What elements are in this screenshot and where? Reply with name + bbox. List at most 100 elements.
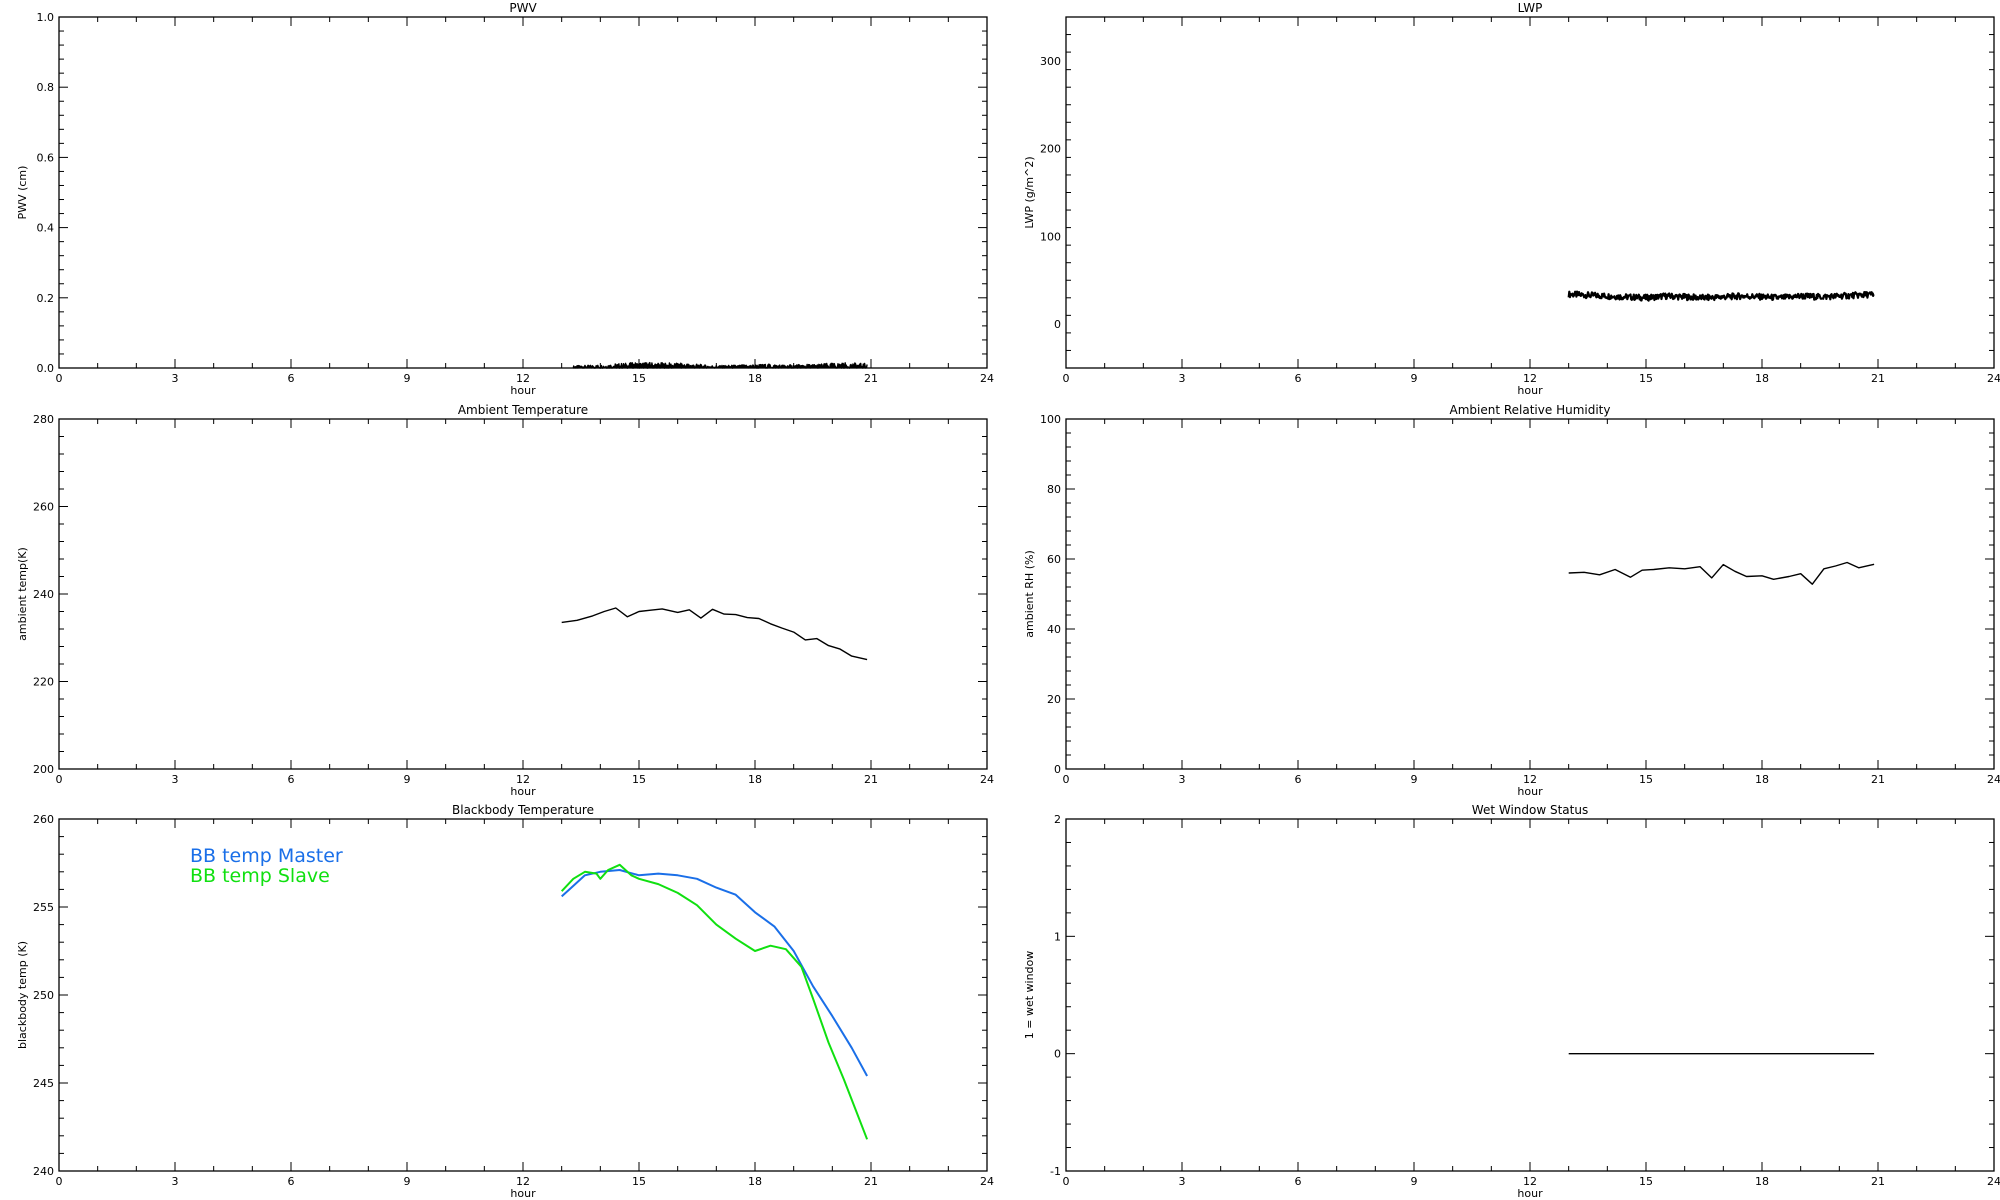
x-tick-label: 0 — [56, 773, 63, 786]
x-tick-label: 18 — [748, 1175, 762, 1188]
y-tick-label: 200 — [1040, 143, 1061, 156]
x-tick-label: 18 — [748, 773, 762, 786]
y-tick-label: 0 — [1054, 1048, 1061, 1061]
chart-panel-5: Blackbody Temperature 0 3 6 9 12 15 18 21 24 240 24… — [16, 803, 994, 1200]
x-tick-label: 21 — [1871, 773, 1885, 786]
x-tick-label: 9 — [1411, 372, 1418, 385]
y-tick-label: 220 — [33, 676, 54, 689]
x-tick-label: 3 — [1179, 372, 1186, 385]
plot-frame — [1065, 16, 1995, 369]
x-tick-label: 3 — [172, 773, 179, 786]
y-tick-label: 260 — [33, 501, 54, 514]
x-tick-label: 15 — [1639, 773, 1653, 786]
chart-title: PWV — [509, 1, 537, 15]
x-tick-label: 21 — [1871, 372, 1885, 385]
x-tick-label: 12 — [516, 372, 530, 385]
y-tick-label: 0.8 — [37, 81, 55, 94]
x-tick-label: 24 — [1987, 1175, 2000, 1188]
x-tick-label: 21 — [864, 773, 878, 786]
x-tick-label: 3 — [172, 372, 179, 385]
x-tick-label: 0 — [56, 372, 63, 385]
y-axis-label: PWV (cm) — [16, 166, 29, 220]
y-tick-label: 100 — [1040, 413, 1061, 426]
y-tick-label: 0 — [1054, 763, 1061, 776]
x-tick-label: 12 — [1523, 372, 1537, 385]
x-tick-label: 9 — [1411, 1175, 1418, 1188]
x-axis-label: hour — [510, 785, 536, 798]
x-tick-label: 15 — [632, 372, 646, 385]
x-tick-label: 6 — [288, 1175, 295, 1188]
y-axis-label: blackbody temp (K) — [16, 941, 29, 1049]
y-tick-label: -1 — [1050, 1165, 1061, 1178]
x-tick-label: 24 — [980, 1175, 994, 1188]
x-tick-label: 6 — [1295, 1175, 1302, 1188]
x-axis-label: hour — [1517, 1187, 1543, 1200]
y-tick-label: 20 — [1047, 693, 1061, 706]
x-tick-label: 3 — [172, 1175, 179, 1188]
y-axis-label: 1 = wet window — [1023, 951, 1036, 1040]
x-tick-label: 24 — [1987, 372, 2000, 385]
chart-title: Ambient Temperature — [458, 403, 588, 417]
series-area-1 — [573, 362, 868, 368]
series-line-1 — [561, 869, 868, 1077]
y-axis-label: LWP (g/m^2) — [1023, 156, 1036, 228]
legend-entry-2: BB temp Slave — [190, 865, 330, 887]
plot-frame — [1065, 418, 1995, 770]
x-tick-label: 0 — [56, 1175, 63, 1188]
legend-entry-1: BB temp Master — [190, 845, 343, 867]
x-axis-label: hour — [510, 384, 536, 397]
x-tick-label: 6 — [288, 372, 295, 385]
x-tick-label: 12 — [1523, 1175, 1537, 1188]
y-tick-label: 240 — [33, 1165, 54, 1178]
x-tick-label: 12 — [1523, 773, 1537, 786]
x-tick-label: 15 — [632, 1175, 646, 1188]
plot-frame — [58, 16, 988, 369]
x-tick-label: 24 — [1987, 773, 2000, 786]
y-tick-label: 0.0 — [37, 362, 55, 375]
y-tick-label: 0.4 — [37, 222, 55, 235]
x-tick-label: 21 — [864, 1175, 878, 1188]
x-tick-label: 12 — [516, 1175, 530, 1188]
y-tick-label: 1 — [1054, 930, 1061, 943]
x-axis-label: hour — [1517, 785, 1543, 798]
x-tick-label: 9 — [1411, 773, 1418, 786]
x-tick-label: 12 — [516, 773, 530, 786]
x-tick-label: 9 — [404, 1175, 411, 1188]
y-tick-label: 40 — [1047, 623, 1061, 636]
x-tick-label: 6 — [1295, 773, 1302, 786]
series-line-1 — [561, 607, 868, 661]
y-axis-label: ambient RH (%) — [1023, 550, 1036, 638]
x-tick-label: 18 — [1755, 1175, 1769, 1188]
series-line-1 — [1568, 561, 1875, 585]
y-tick-label: 2 — [1054, 813, 1061, 826]
y-tick-label: 1.0 — [37, 11, 55, 24]
y-tick-label: 260 — [33, 813, 54, 826]
x-tick-label: 18 — [1755, 773, 1769, 786]
x-tick-label: 21 — [864, 372, 878, 385]
x-tick-label: 3 — [1179, 773, 1186, 786]
y-tick-label: 245 — [33, 1077, 54, 1090]
chart-panel-1: PWV 0 3 6 9 12 15 18 21 24 0.0 0.2 0.4 0.6 0.8 1.0 hour P… — [16, 1, 994, 397]
x-tick-label: 18 — [1755, 372, 1769, 385]
x-tick-label: 0 — [1063, 773, 1070, 786]
y-tick-label: 0 — [1054, 318, 1061, 331]
y-tick-label: 255 — [33, 901, 54, 914]
y-tick-label: 0.6 — [37, 151, 55, 164]
x-tick-label: 24 — [980, 773, 994, 786]
chart-title: Ambient Relative Humidity — [1450, 403, 1611, 417]
y-axis-label: ambient temp(K) — [16, 547, 29, 641]
x-tick-label: 3 — [1179, 1175, 1186, 1188]
y-tick-label: 240 — [33, 588, 54, 601]
series-line-2 — [560, 863, 869, 1140]
chart-panel-2: LWP 0 3 6 9 12 15 18 21 24 0 100 200 300 hour LWP (g/m^… — [1023, 1, 2000, 397]
chart-panel-4: Ambient Relative Humidity 0 3 6 9 12 15 18 21 24 0… — [1023, 403, 2000, 798]
x-tick-label: 6 — [288, 773, 295, 786]
y-tick-label: 0.2 — [37, 292, 55, 305]
x-tick-label: 9 — [404, 372, 411, 385]
y-tick-label: 250 — [33, 989, 54, 1002]
x-tick-label: 0 — [1063, 372, 1070, 385]
y-tick-label: 280 — [33, 413, 54, 426]
x-tick-label: 15 — [1639, 372, 1653, 385]
